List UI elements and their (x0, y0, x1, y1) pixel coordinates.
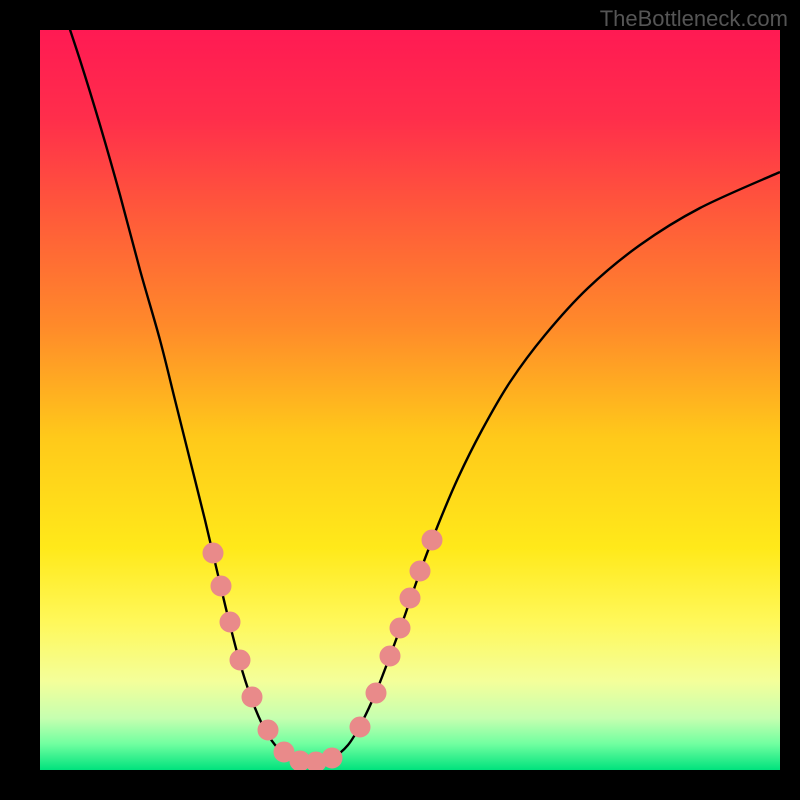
marker-point (380, 646, 400, 666)
watermark-text: TheBottleneck.com (600, 6, 788, 32)
marker-point (322, 748, 342, 768)
marker-point (220, 612, 240, 632)
marker-point (211, 576, 231, 596)
chart-container: TheBottleneck.com (0, 0, 800, 800)
marker-point (410, 561, 430, 581)
marker-point (390, 618, 410, 638)
plot-background (40, 30, 780, 770)
marker-point (422, 530, 442, 550)
marker-point (242, 687, 262, 707)
marker-point (366, 683, 386, 703)
marker-point (350, 717, 370, 737)
marker-point (400, 588, 420, 608)
marker-point (203, 543, 223, 563)
marker-point (230, 650, 250, 670)
bottleneck-chart (0, 0, 800, 800)
marker-point (258, 720, 278, 740)
